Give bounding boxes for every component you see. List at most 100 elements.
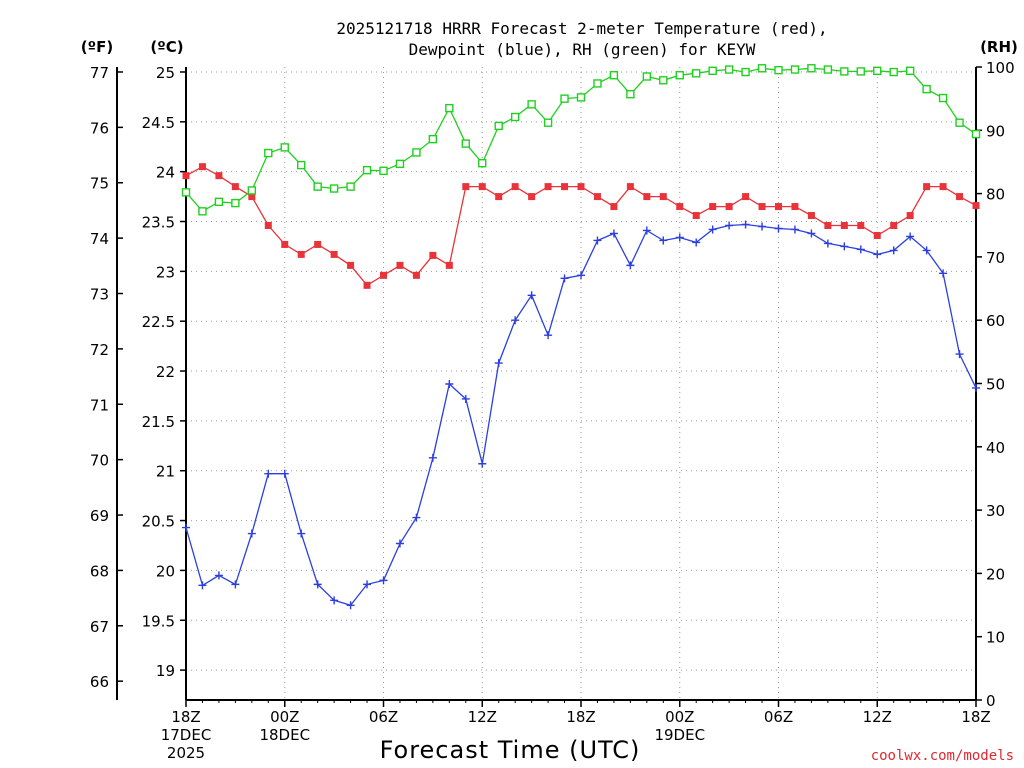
dewpoint-point: [412, 513, 421, 522]
fahrenheit-tick-label: 77: [90, 64, 109, 82]
rh-point: [823, 65, 833, 74]
rh-point: [247, 186, 257, 195]
temperature-point: [182, 172, 190, 180]
rh-point: [905, 66, 915, 75]
temperature-point: [610, 203, 618, 211]
dewpoint-point: [906, 232, 915, 241]
rh-point: [461, 139, 470, 148]
rh-point: [428, 134, 438, 144]
dewpoint-point: [527, 291, 536, 300]
rh-point: [955, 118, 964, 127]
temperature-point: [709, 203, 717, 211]
time-tick-label: 00Z: [270, 708, 299, 726]
temperature-point: [528, 193, 536, 201]
celsius-tick-label: 25: [156, 64, 175, 82]
temperature-point: [429, 251, 437, 259]
temperature-point: [906, 212, 914, 220]
time-tick-label: 00Z: [665, 708, 694, 726]
rh-point: [478, 159, 487, 168]
fahrenheit-tick-label: 70: [90, 452, 109, 470]
dewpoint-point: [280, 469, 289, 478]
dewpoint-point: [758, 222, 767, 231]
temperature-point: [807, 212, 815, 220]
dewpoint-point: [231, 580, 240, 589]
dewpoint-point: [609, 229, 618, 238]
rh-tick-label: 20: [986, 565, 1005, 583]
dewpoint-point: [363, 580, 372, 589]
time-tick-label: 19DEC: [654, 726, 705, 744]
rh-tick-label: 30: [986, 502, 1005, 520]
rh-point: [313, 182, 322, 191]
chart-title-line-1: 2025121718 HRRR Forecast 2-meter Tempera…: [336, 19, 827, 38]
dewpoint-point: [182, 523, 190, 532]
dewpoint-point: [972, 383, 980, 392]
celsius-tick-label: 23: [156, 263, 175, 281]
rh-point: [593, 79, 602, 88]
temperature-point: [511, 183, 519, 191]
temperature-point: [972, 202, 980, 210]
rh-point: [922, 84, 931, 94]
dewpoint-point: [428, 453, 437, 462]
rh-point: [889, 67, 898, 77]
rh-point: [938, 93, 948, 103]
tick-labels: 66 67 68 69 70 71 72 73 74 75 76 77 19 19.5 20 20.5 21 21…: [90, 59, 1015, 762]
temperature-point: [775, 203, 782, 211]
temperature-point: [577, 183, 585, 191]
temperature-point: [248, 193, 256, 201]
dewpoint-point: [297, 529, 306, 538]
chart-title: 2025121718 HRRR Forecast 2-meter Tempera…: [336, 19, 827, 59]
rh-point: [774, 65, 783, 75]
temperature-point: [956, 193, 964, 201]
fahrenheit-tick-label: 74: [90, 230, 109, 248]
celsius-tick-label: 19: [156, 662, 175, 680]
rh-point: [856, 67, 865, 76]
dewpoint-point: [330, 596, 339, 605]
temperature-point: [692, 212, 700, 220]
dewpoint-point: [939, 269, 948, 278]
celsius-tick-label: 22: [156, 363, 175, 381]
rh-point: [214, 197, 224, 207]
dewpoint-point: [840, 242, 849, 251]
rh-tick-label: 50: [986, 376, 1005, 394]
temperature-point: [347, 261, 355, 269]
rh-point: [494, 121, 503, 131]
fahrenheit-unit-label: (ºF): [81, 38, 113, 56]
rh-point: [576, 93, 586, 102]
celsius-tick-label: 19.5: [142, 612, 175, 630]
temperature-series: [182, 163, 980, 289]
temperature-point: [231, 183, 239, 191]
dewpoint-point: [626, 261, 635, 270]
rh-point: [264, 148, 273, 158]
temperature-point: [626, 183, 634, 191]
rh-point: [231, 198, 240, 208]
temperature-point: [396, 261, 404, 269]
temperature-point: [659, 193, 667, 201]
time-tick-label: 18Z: [961, 708, 990, 726]
rh-point: [659, 76, 668, 85]
fahrenheit-tick-label: 68: [90, 562, 109, 580]
temperature-point: [824, 221, 832, 229]
dewpoint-point: [642, 226, 651, 235]
temperature-point: [380, 271, 387, 279]
rh-point: [395, 159, 405, 169]
dewpoint-point: [708, 225, 717, 234]
temperature-point: [939, 183, 947, 191]
temperature-point: [791, 203, 799, 211]
temperature-point: [758, 203, 766, 211]
rh-tick-label: 90: [986, 122, 1005, 140]
time-tick-label: 06Z: [369, 708, 398, 726]
dewpoint-point: [675, 233, 684, 242]
rh-point: [329, 184, 339, 193]
temperature-point: [593, 193, 601, 201]
temperature-point: [264, 221, 272, 229]
temperature-point: [873, 231, 881, 239]
dewpoint-point: [593, 236, 602, 245]
temperature-point: [363, 281, 371, 289]
dewpoint-point: [247, 529, 256, 538]
rh-point: [790, 65, 800, 74]
celsius-tick-label: 21: [156, 463, 175, 481]
dewpoint-point: [725, 221, 734, 230]
temperature-point: [742, 193, 750, 201]
rh-point: [527, 100, 536, 109]
temperature-point: [297, 250, 305, 258]
